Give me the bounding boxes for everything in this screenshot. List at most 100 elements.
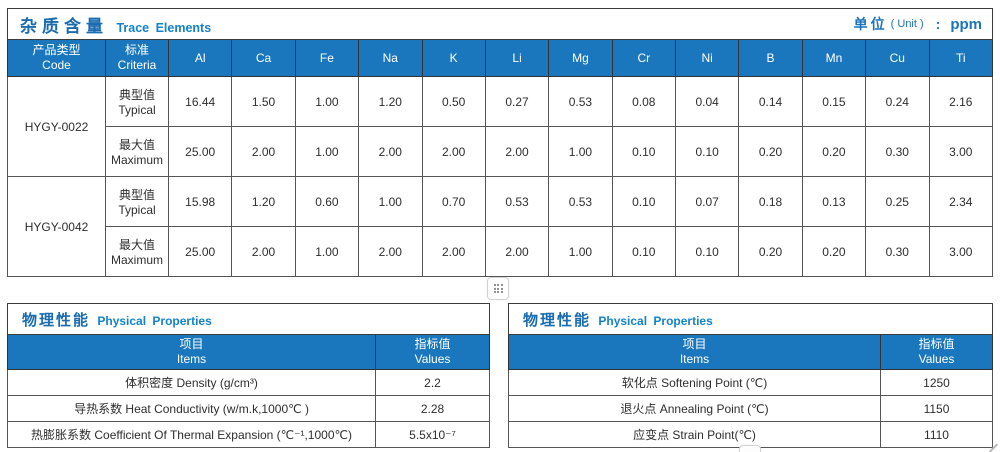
criteria-cell: 最大值 Maximum: [105, 226, 169, 277]
property-value-cell: 1110: [880, 421, 993, 448]
property-value-cell: 1150: [880, 395, 993, 422]
trace-value-cell: 15.98: [167, 176, 233, 227]
physical-right-title: 物理性能 Physical Properties: [523, 309, 713, 330]
trace-value-cell: 2.00: [421, 126, 486, 177]
trace-value-cell: 0.15: [801, 76, 867, 127]
trace-value-cell: 0.20: [738, 126, 803, 177]
property-item-cell: 退火点 Annealing Point (℃): [508, 395, 881, 422]
trace-value-cell: 0.53: [548, 76, 613, 127]
trace-value-cell: 1.20: [358, 76, 423, 127]
trace-value-cell: 3.00: [928, 126, 993, 177]
trace-value-cell: 2.00: [484, 226, 550, 277]
trace-value-cell: 0.10: [674, 126, 740, 177]
drag-handle-icon[interactable]: [487, 277, 509, 300]
trace-value-cell: 2.00: [231, 126, 296, 177]
col-header-items-en: Items: [679, 352, 710, 366]
criteria-cell: 最大值 Maximum: [105, 126, 169, 177]
col-header-values-en: Values: [414, 352, 451, 366]
physical-left-title-cell: 物理性能 Physical Properties: [7, 303, 490, 335]
trace-value-cell: 0.10: [611, 226, 677, 277]
col-header-element: Mn: [801, 39, 867, 77]
property-value-cell: 1250: [880, 369, 993, 396]
trace-header-row: 产品类型 Code 标准 Criteria Al Ca Fe Na K Li M…: [7, 39, 993, 77]
property-value-cell: 2.28: [375, 395, 490, 422]
col-header-element: Cu: [865, 39, 930, 77]
criteria-cell: 典型值 Typical: [105, 176, 169, 227]
trace-value-cell: 0.53: [548, 176, 613, 227]
trace-value-cell: 1.20: [231, 176, 296, 227]
physical-left-title-en: Physical Properties: [97, 313, 212, 328]
trace-title-en: Trace Elements: [116, 20, 212, 35]
trace-value-cell: 2.00: [358, 126, 423, 177]
property-item-cell: 热膨胀系数 Coefficient Of Thermal Expansion (…: [7, 421, 376, 448]
unit-label-en: ( Unit ): [890, 18, 924, 30]
trace-title-row: 杂质含量 Trace Elements 单位 ( Unit ) : ppm: [7, 8, 993, 40]
property-value-cell: 2.2: [375, 369, 490, 396]
trace-title-bar: 杂质含量 Trace Elements 单位 ( Unit ) : ppm: [8, 12, 992, 37]
trace-value-cell: 0.25: [865, 176, 930, 227]
trace-value-cell: 1.50: [231, 76, 296, 127]
col-header-items-cn: 项目: [179, 337, 204, 351]
trace-title-cn: 杂质含量: [20, 16, 108, 36]
col-header-element: Ni: [674, 39, 740, 77]
trace-value-cell: 0.20: [801, 226, 867, 277]
trace-value-cell: 0.10: [674, 226, 740, 277]
unit-colon: :: [935, 16, 941, 32]
col-header-values: 指标值 Values: [880, 334, 993, 370]
trace-value-cell: 3.00: [928, 226, 993, 277]
physical-left-title-cn: 物理性能: [22, 311, 91, 329]
trace-value-cell: 0.24: [865, 76, 930, 127]
trace-value-cell: 1.00: [548, 126, 613, 177]
col-header-items: 项目 Items: [7, 334, 376, 370]
col-header-items-cn: 项目: [682, 337, 707, 351]
physical-right-header-row: 项目 Items 指标值 Values: [508, 334, 993, 370]
trace-value-cell: 25.00: [167, 226, 233, 277]
trace-value-cell: 0.20: [801, 126, 867, 177]
physical-properties-table-right: 物理性能 Physical Properties 项目 Items 指标值 Va…: [508, 303, 993, 448]
col-header-element: Na: [358, 39, 423, 77]
property-item-cell: 导热系数 Heat Conductivity (w/m.k,1000℃ ): [7, 395, 376, 422]
trace-value-cell: 0.30: [865, 226, 930, 277]
table-row: 最大值 Maximum 25.00 2.00 1.00 2.00 2.00 2.…: [8, 226, 993, 277]
col-header-values-en: Values: [918, 352, 955, 366]
trace-value-cell: 0.08: [611, 76, 677, 127]
trace-value-cell: 1.00: [294, 126, 360, 177]
criteria-cn: 典型值: [118, 188, 155, 202]
criteria-cell: 典型值 Typical: [105, 76, 169, 127]
col-header-element: K: [421, 39, 486, 77]
physical-right-title-cell: 物理性能 Physical Properties: [508, 303, 993, 335]
trace-elements-table: 杂质含量 Trace Elements 单位 ( Unit ) : ppm 产品…: [7, 8, 993, 277]
trace-value-cell: 0.20: [738, 226, 803, 277]
physical-left-title: 物理性能 Physical Properties: [22, 309, 212, 330]
trace-value-cell: 0.70: [421, 176, 486, 227]
physical-right-title-cn: 物理性能: [523, 311, 592, 329]
physical-right-title-en: Physical Properties: [598, 313, 713, 328]
trace-value-cell: 0.60: [294, 176, 360, 227]
trace-value-cell: 0.04: [674, 76, 740, 127]
col-header-element: Fe: [294, 39, 360, 77]
drag-handle-icon[interactable]: [739, 445, 761, 452]
trace-value-cell: 1.00: [294, 76, 360, 127]
col-header-element: Al: [167, 39, 233, 77]
table-row: 软化点 Softening Point (℃) 1250: [508, 369, 993, 396]
criteria-en: Typical: [118, 103, 156, 117]
criteria-en: Maximum: [110, 253, 163, 267]
product-code-cell: HYGY-0042: [7, 176, 106, 277]
physical-left-title-row: 物理性能 Physical Properties: [7, 303, 490, 335]
col-header-values: 指标值 Values: [375, 334, 490, 370]
physical-left-title-bar: 物理性能 Physical Properties: [8, 309, 489, 330]
col-header-element: Cr: [611, 39, 677, 77]
drag-dots-icon: [493, 284, 503, 293]
table-row: 体积密度 Density (g/cm³) 2.2: [7, 369, 490, 396]
trace-value-cell: 2.00: [421, 226, 486, 277]
col-header-code-en: Code: [42, 58, 71, 72]
table-row: 热膨胀系数 Coefficient Of Thermal Expansion (…: [7, 421, 490, 448]
criteria-cn: 最大值: [118, 138, 155, 152]
criteria-cn: 最大值: [118, 238, 155, 252]
trace-value-cell: 2.00: [231, 226, 296, 277]
col-header-element: Mg: [548, 39, 613, 77]
trace-value-cell: 2.16: [928, 76, 993, 127]
trace-value-cell: 0.18: [738, 176, 803, 227]
product-code-cell: HYGY-0022: [7, 76, 106, 177]
table-row: 导热系数 Heat Conductivity (w/m.k,1000℃ ) 2.…: [7, 395, 490, 422]
